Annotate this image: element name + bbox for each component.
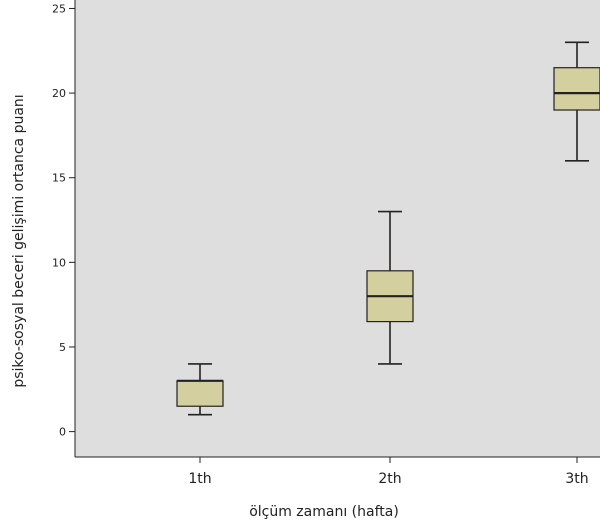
x-tick-label: 1th: [188, 471, 211, 487]
y-tick-label: 5: [59, 341, 66, 354]
y-tick-label: 0: [59, 426, 66, 439]
x-tick-label: 3th: [565, 471, 588, 487]
box-1th: [176, 363, 224, 416]
x-axis-title: ölçüm zamanı (hafta): [249, 504, 399, 520]
box-3th: [553, 41, 600, 162]
x-axis: 1th 2th 3th: [75, 456, 600, 487]
y-axis-title: psiko-sosyal beceri gelişimi ortanca pua…: [11, 94, 27, 387]
y-axis: 0 5 10 15 20 25: [52, 0, 76, 457]
y-tick-label: 25: [52, 2, 66, 15]
iqr-box: [176, 380, 224, 407]
box-2th: [366, 210, 414, 365]
y-tick-label: 15: [52, 172, 66, 185]
iqr-box: [553, 67, 600, 111]
y-tick-label: 10: [52, 256, 66, 269]
y-tick-label: 20: [52, 87, 66, 100]
plot-area: [75, 0, 600, 457]
box-series: [176, 41, 600, 416]
x-tick-label: 2th: [378, 471, 401, 487]
